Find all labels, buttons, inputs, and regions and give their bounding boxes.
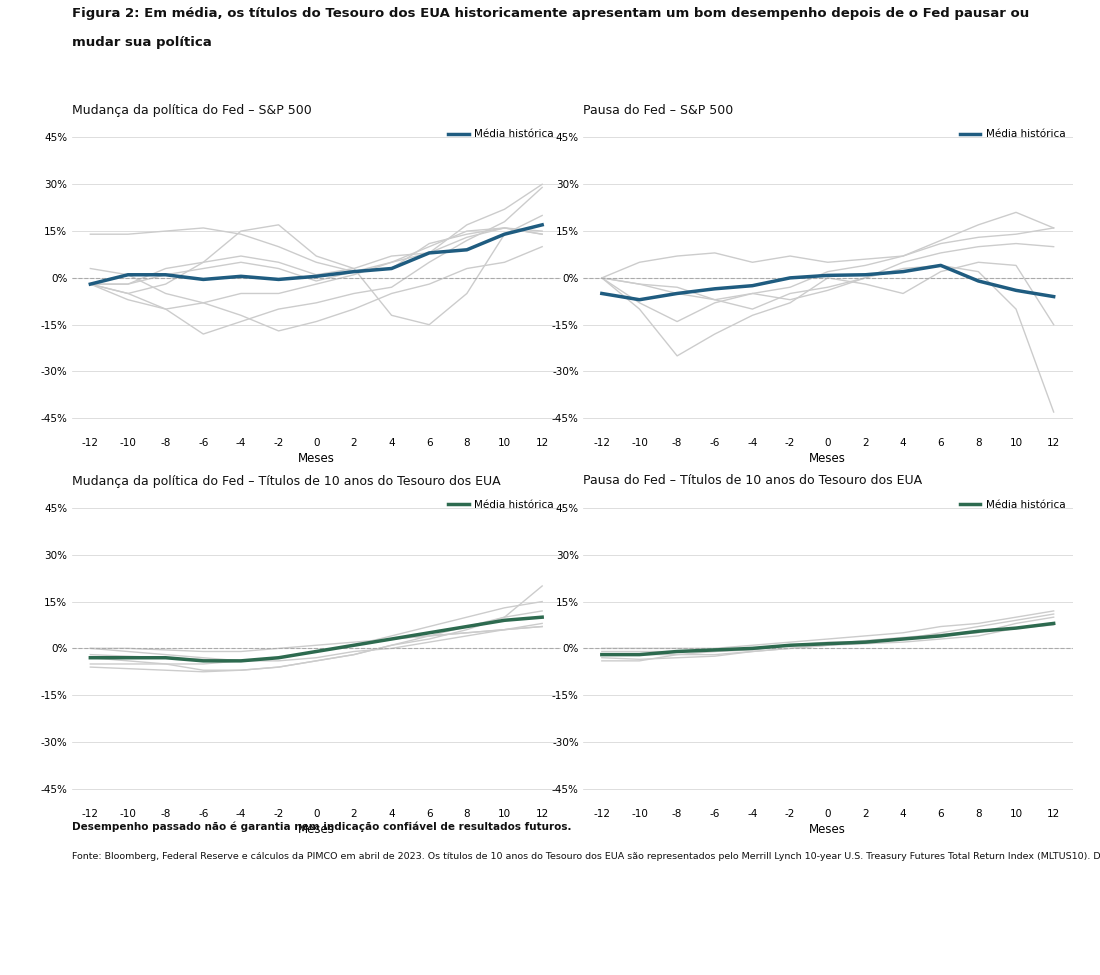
Legend: Média histórica: Média histórica bbox=[446, 497, 556, 512]
Text: Desempenho passado não é garantia nem indicação confiável de resultados futuros.: Desempenho passado não é garantia nem in… bbox=[72, 822, 571, 833]
Text: Figura 2: Em média, os títulos do Tesouro dos EUA historicamente apresentam um b: Figura 2: Em média, os títulos do Tesour… bbox=[72, 7, 1028, 20]
Text: Pausa do Fed – Títulos de 10 anos do Tesouro dos EUA: Pausa do Fed – Títulos de 10 anos do Tes… bbox=[583, 475, 922, 488]
Text: Pausa do Fed – S&P 500: Pausa do Fed – S&P 500 bbox=[583, 104, 734, 117]
X-axis label: Meses: Meses bbox=[298, 823, 334, 836]
Legend: Média histórica: Média histórica bbox=[957, 497, 1067, 512]
Text: Mudança da política do Fed – S&P 500: Mudança da política do Fed – S&P 500 bbox=[72, 104, 311, 117]
Text: mudar sua política: mudar sua política bbox=[72, 36, 211, 49]
Legend: Média histórica: Média histórica bbox=[957, 127, 1067, 141]
Text: Mudança da política do Fed – Títulos de 10 anos do Tesouro dos EUA: Mudança da política do Fed – Títulos de … bbox=[72, 475, 500, 488]
X-axis label: Meses: Meses bbox=[810, 823, 846, 836]
Text: Fonte: Bloomberg, Federal Reserve e cálculos da PIMCO em abril de 2023. Os títul: Fonte: Bloomberg, Federal Reserve e cálc… bbox=[72, 851, 1100, 861]
Legend: Média histórica: Média histórica bbox=[446, 127, 556, 141]
X-axis label: Meses: Meses bbox=[810, 452, 846, 465]
X-axis label: Meses: Meses bbox=[298, 452, 334, 465]
